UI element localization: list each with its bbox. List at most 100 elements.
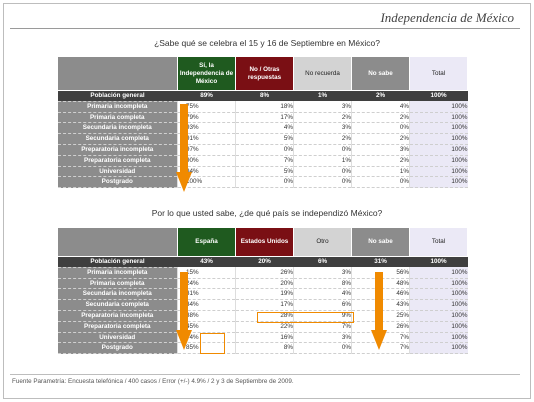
down-arrow-icon <box>371 272 387 350</box>
general-row: Población general 43% 20% 6% 31% 100% <box>57 256 468 268</box>
value-cell: 94% <box>177 166 236 178</box>
value-cell: 2% <box>351 155 410 167</box>
value-cell: 31% <box>177 288 236 301</box>
value-cell: 8% <box>235 90 294 102</box>
value-cell: 4% <box>351 101 410 113</box>
down-arrow-icon <box>176 272 192 350</box>
value-cell: 0% <box>351 122 410 135</box>
highlight-box <box>257 312 354 323</box>
row-label: Primaria incompleta <box>57 267 178 279</box>
value-cell: 1% <box>351 166 410 178</box>
value-cell: 79% <box>177 112 236 124</box>
value-cell: 6% <box>293 299 352 311</box>
value-cell: 15% <box>177 267 236 279</box>
col-header: No recuerda <box>293 56 352 91</box>
col-header: No sabe <box>351 227 410 257</box>
value-cell: 1% <box>293 90 352 102</box>
value-cell: 0% <box>235 176 294 189</box>
value-cell: 100% <box>409 176 468 189</box>
value-cell: 100% <box>409 332 468 344</box>
value-cell: 4% <box>235 122 294 135</box>
value-cell: 7% <box>293 321 352 333</box>
value-cell: 100% <box>409 112 468 124</box>
value-cell: 100% <box>409 166 468 178</box>
value-cell: 100% <box>409 122 468 135</box>
footer-divider <box>10 374 520 375</box>
value-cell: 100% <box>409 155 468 167</box>
row-label: Postgrado <box>57 342 178 355</box>
value-cell: 3% <box>293 267 352 279</box>
col-header: España <box>177 227 236 257</box>
value-cell: 100% <box>177 176 236 189</box>
value-cell: 0% <box>293 342 352 355</box>
value-cell: 2% <box>351 133 410 145</box>
col-header: Total <box>409 56 468 91</box>
value-cell: 93% <box>177 122 236 135</box>
value-cell: 97% <box>177 144 236 156</box>
row-label: Universidad <box>57 332 178 344</box>
value-cell: 100% <box>409 321 468 333</box>
value-cell: 100% <box>409 267 468 279</box>
row-label: Población general <box>57 256 178 268</box>
value-cell: 17% <box>235 112 294 124</box>
question-1: ¿Sabe qué se celebra el 15 y 16 de Septi… <box>154 38 380 48</box>
row-label: Preparatoria incompleta <box>57 144 178 156</box>
value-cell: 100% <box>409 101 468 113</box>
value-cell: 45% <box>177 321 236 333</box>
table-row: Primaria completa 24% 20% 8% 48% 100% <box>57 278 468 290</box>
row-label: Primaria completa <box>57 112 178 124</box>
value-cell: 3% <box>293 332 352 344</box>
value-cell: 34% <box>177 299 236 311</box>
value-cell: 100% <box>409 256 468 268</box>
value-cell: 24% <box>177 278 236 290</box>
value-cell: 0% <box>235 144 294 156</box>
value-cell: 2% <box>293 133 352 145</box>
row-label: Primaria completa <box>57 278 178 290</box>
down-arrow-icon <box>176 104 192 192</box>
row-label: Población general <box>57 90 178 102</box>
row-label: Secundaria completa <box>57 133 178 145</box>
value-cell: 2% <box>351 112 410 124</box>
table-row: Secundaria incompleta 93% 4% 3% 0% 100% <box>57 122 468 135</box>
value-cell: 26% <box>235 267 294 279</box>
col-header: Estados Unidos <box>235 227 294 257</box>
source-note: Fuente Parametría: Encuesta telefónica /… <box>12 378 294 385</box>
table-row: Primaria completa 79% 17% 2% 2% 100% <box>57 112 468 124</box>
value-cell: 9% <box>293 310 352 322</box>
value-cell: 5% <box>235 166 294 178</box>
value-cell: 3% <box>293 122 352 135</box>
table-body: Población general 89% 8% 1% 2% 100% Primaria i… <box>57 90 468 189</box>
table-corner <box>57 56 178 91</box>
table-row: Primaria incompleta 15% 26% 3% 56% 100% <box>57 267 468 279</box>
table-row: Universidad 94% 5% 0% 1% 100% <box>57 166 468 178</box>
value-cell: 100% <box>409 342 468 355</box>
value-cell: 74% <box>177 332 236 344</box>
row-label: Primaria incompleta <box>57 101 178 113</box>
col-header: Otro <box>293 227 352 257</box>
value-cell: 0% <box>293 144 352 156</box>
value-cell: 100% <box>409 299 468 311</box>
table-row: Primaria incompleta 75% 18% 3% 4% 100% <box>57 101 468 113</box>
value-cell: 4% <box>293 288 352 301</box>
table-row: Secundaria incompleta 31% 19% 4% 46% 100% <box>57 288 468 301</box>
table-row: Secundaria completa 91% 5% 2% 2% 100% <box>57 133 468 145</box>
col-header: No sabe <box>351 56 410 91</box>
row-label: Secundaria completa <box>57 299 178 311</box>
col-header: Sí, la Independencia de México <box>177 56 236 91</box>
value-cell: 43% <box>177 256 236 268</box>
table-row: Preparatoria completa 90% 7% 1% 2% 100% <box>57 155 468 167</box>
value-cell: 2% <box>293 112 352 124</box>
value-cell: 3% <box>293 101 352 113</box>
value-cell: 100% <box>409 144 468 156</box>
value-cell: 91% <box>177 133 236 145</box>
col-header: Total <box>409 227 468 257</box>
row-label: Universidad <box>57 166 178 178</box>
row-label: Secundaria incompleta <box>57 288 178 301</box>
table-row: Secundaria completa 34% 17% 6% 43% 100% <box>57 299 468 311</box>
table-row: Preparatoria incompleta 97% 0% 0% 3% 100% <box>57 144 468 156</box>
table-row: Universidad 74% 16% 3% 7% 100% <box>57 332 468 344</box>
value-cell: 100% <box>409 90 468 102</box>
value-cell: 89% <box>177 90 236 102</box>
row-label: Preparatoria completa <box>57 321 178 333</box>
value-cell: 2% <box>351 90 410 102</box>
